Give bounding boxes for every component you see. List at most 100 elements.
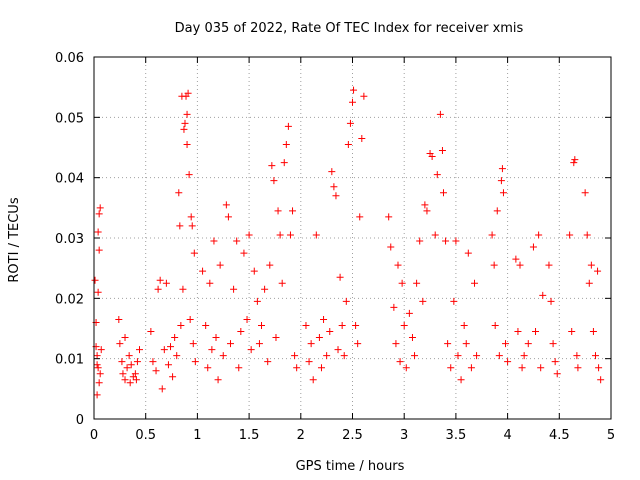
- data-point: [524, 340, 532, 348]
- data-point: [261, 285, 269, 293]
- data-point: [342, 297, 350, 305]
- data-point: [216, 261, 224, 269]
- data-point: [570, 159, 578, 167]
- data-point: [315, 334, 323, 342]
- data-point: [571, 156, 579, 164]
- data-point: [190, 249, 198, 257]
- data-point: [419, 297, 427, 305]
- data-point: [167, 343, 175, 351]
- data-point: [488, 231, 496, 239]
- data-point: [390, 303, 398, 311]
- data-point: [473, 352, 481, 360]
- data-point: [188, 222, 196, 230]
- data-point: [589, 328, 597, 336]
- x-tick-label: 4.5: [549, 428, 570, 443]
- data-point: [93, 352, 101, 360]
- data-point: [553, 370, 561, 378]
- x-tick-label: 3: [400, 428, 408, 443]
- data-point: [491, 321, 499, 329]
- data-point: [169, 373, 177, 381]
- data-point: [258, 321, 266, 329]
- data-point: [436, 110, 444, 118]
- data-point: [149, 358, 157, 366]
- data-point: [566, 231, 574, 239]
- data-point: [204, 364, 212, 372]
- data-point: [133, 358, 141, 366]
- data-point: [498, 165, 506, 173]
- data-point: [187, 213, 195, 221]
- data-point: [183, 140, 191, 148]
- data-point: [352, 321, 360, 329]
- data-point: [447, 364, 455, 372]
- data-point: [529, 243, 537, 251]
- data-point: [467, 364, 475, 372]
- data-point: [385, 213, 393, 221]
- data-point: [328, 168, 336, 176]
- data-point: [413, 279, 421, 287]
- data-point: [94, 288, 102, 296]
- data-point: [307, 340, 315, 348]
- data-point: [504, 358, 512, 366]
- data-point: [176, 222, 184, 230]
- data-point: [591, 352, 599, 360]
- data-point: [264, 358, 272, 366]
- data-point: [535, 231, 543, 239]
- data-point: [191, 358, 199, 366]
- data-point: [115, 315, 123, 323]
- data-point: [93, 361, 101, 369]
- data-point: [493, 207, 501, 215]
- data-point: [125, 352, 133, 360]
- data-point: [439, 189, 447, 197]
- data-point: [346, 119, 354, 127]
- data-point: [164, 361, 172, 369]
- data-point: [408, 334, 416, 342]
- data-point: [396, 358, 404, 366]
- x-tick-label: 0.5: [135, 428, 156, 443]
- data-point: [545, 261, 553, 269]
- data-point: [94, 228, 102, 236]
- x-tick-label: 3.5: [446, 428, 467, 443]
- data-point: [464, 249, 472, 257]
- y-tick-label: 0.01: [55, 353, 84, 368]
- data-point: [280, 159, 288, 167]
- data-point: [175, 189, 183, 197]
- y-axis-label: ROTI / TECUs: [7, 197, 22, 282]
- data-point: [250, 267, 258, 275]
- data-point: [177, 321, 185, 329]
- data-point: [309, 376, 317, 384]
- data-point: [358, 134, 366, 142]
- data-point: [320, 315, 328, 323]
- data-point: [180, 125, 188, 133]
- axis-ticks: 0 0.5 1 1.5 2 2.5 3 3.5 4 4.5 5 0 0.01 0.02 0.03 0.04 0.…: [55, 51, 615, 443]
- data-point: [127, 361, 135, 369]
- x-tick-label: 4: [503, 428, 511, 443]
- data-point: [289, 207, 297, 215]
- data-point: [573, 352, 581, 360]
- data-point: [185, 171, 193, 179]
- data-point: [224, 213, 232, 221]
- data-point: [568, 328, 576, 336]
- data-point: [360, 92, 368, 100]
- data-point: [156, 276, 164, 284]
- data-point: [118, 358, 126, 366]
- data-point: [230, 285, 238, 293]
- data-point: [450, 297, 458, 305]
- data-point: [400, 321, 408, 329]
- data-point: [183, 110, 191, 118]
- data-point: [212, 334, 220, 342]
- data-point: [438, 147, 446, 155]
- data-point: [97, 346, 105, 354]
- data-point: [497, 177, 505, 185]
- data-point: [387, 243, 395, 251]
- data-point: [233, 237, 241, 245]
- data-point: [471, 279, 479, 287]
- data-point: [235, 364, 243, 372]
- data-point: [293, 364, 301, 372]
- chart-title: Day 035 of 2022, Rate Of TEC Index for r…: [175, 21, 524, 36]
- data-point: [516, 261, 524, 269]
- data-point: [444, 340, 452, 348]
- data-point: [349, 98, 356, 106]
- y-tick-label: 0.02: [55, 292, 84, 307]
- data-point: [457, 376, 465, 384]
